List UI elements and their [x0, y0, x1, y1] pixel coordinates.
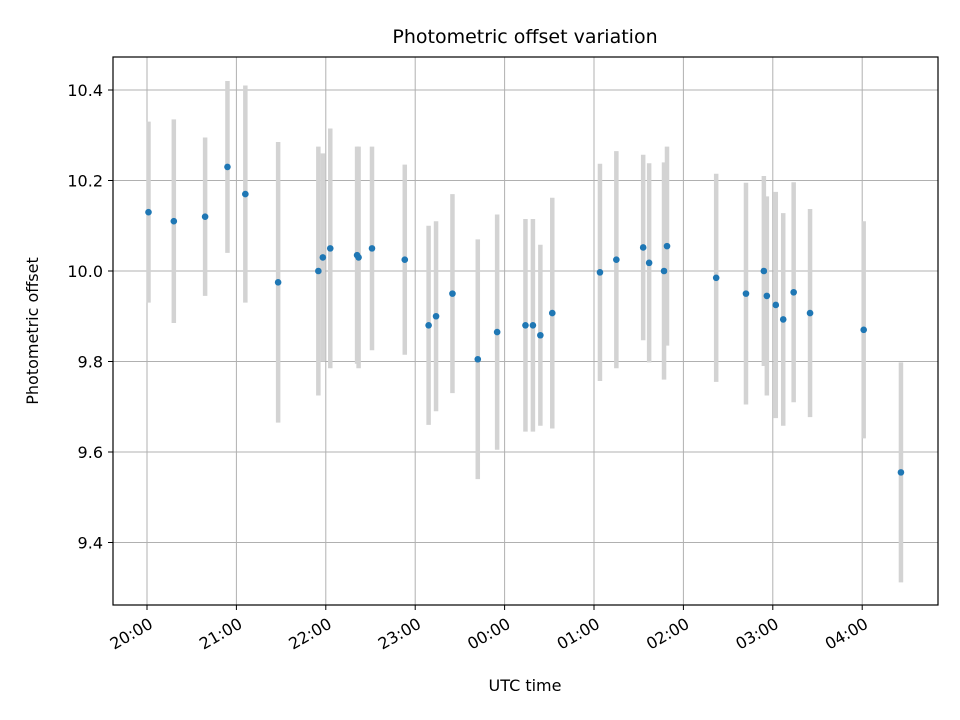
- data-point: [474, 355, 482, 363]
- y-tick-label: 9.8: [78, 353, 103, 372]
- data-point: [432, 312, 440, 320]
- data-point: [772, 301, 780, 309]
- data-point: [663, 242, 671, 250]
- data-point: [806, 309, 814, 317]
- data-point: [355, 254, 362, 261]
- chart-title: Photometric offset variation: [392, 26, 657, 48]
- y-tick-label: 10.4: [67, 81, 103, 100]
- data-point: [897, 469, 905, 476]
- data-point: [537, 331, 544, 339]
- data-points: [145, 163, 905, 476]
- data-point: [425, 322, 432, 329]
- data-point: [596, 269, 604, 276]
- data-point: [368, 245, 376, 252]
- data-point: [639, 244, 647, 251]
- data-point: [522, 322, 529, 329]
- grid-lines: [113, 57, 938, 605]
- data-point: [760, 267, 768, 275]
- data-point: [548, 309, 556, 317]
- data-point: [242, 190, 249, 198]
- data-point: [712, 274, 720, 282]
- data-point: [779, 316, 787, 323]
- data-point: [401, 256, 409, 263]
- x-axis-label: UTC time: [489, 676, 562, 695]
- data-point: [274, 279, 282, 286]
- data-point: [170, 217, 178, 225]
- data-point: [790, 288, 797, 296]
- data-point: [660, 267, 668, 275]
- y-tick-label: 10.0: [67, 262, 103, 281]
- data-point: [493, 328, 501, 336]
- data-point: [860, 326, 867, 334]
- data-point: [326, 245, 334, 252]
- data-point: [315, 267, 322, 275]
- data-point: [763, 292, 771, 300]
- y-axis-ticks: 9.4 9.6 9.8 10.0 10.2 10.4: [67, 81, 113, 553]
- y-axis-label: Photometric offset: [23, 257, 42, 405]
- data-point: [224, 163, 231, 171]
- data-point: [145, 208, 152, 216]
- y-tick-label: 10.2: [67, 172, 103, 191]
- data-point: [645, 259, 653, 267]
- y-tick-label: 9.6: [78, 443, 103, 462]
- data-point: [201, 213, 209, 220]
- y-tick-label: 9.4: [78, 534, 103, 553]
- plot-frame: [112, 56, 939, 606]
- data-point: [613, 256, 620, 263]
- data-point: [449, 290, 456, 297]
- data-point: [529, 322, 537, 329]
- data-point: [319, 254, 327, 261]
- data-point: [742, 290, 750, 297]
